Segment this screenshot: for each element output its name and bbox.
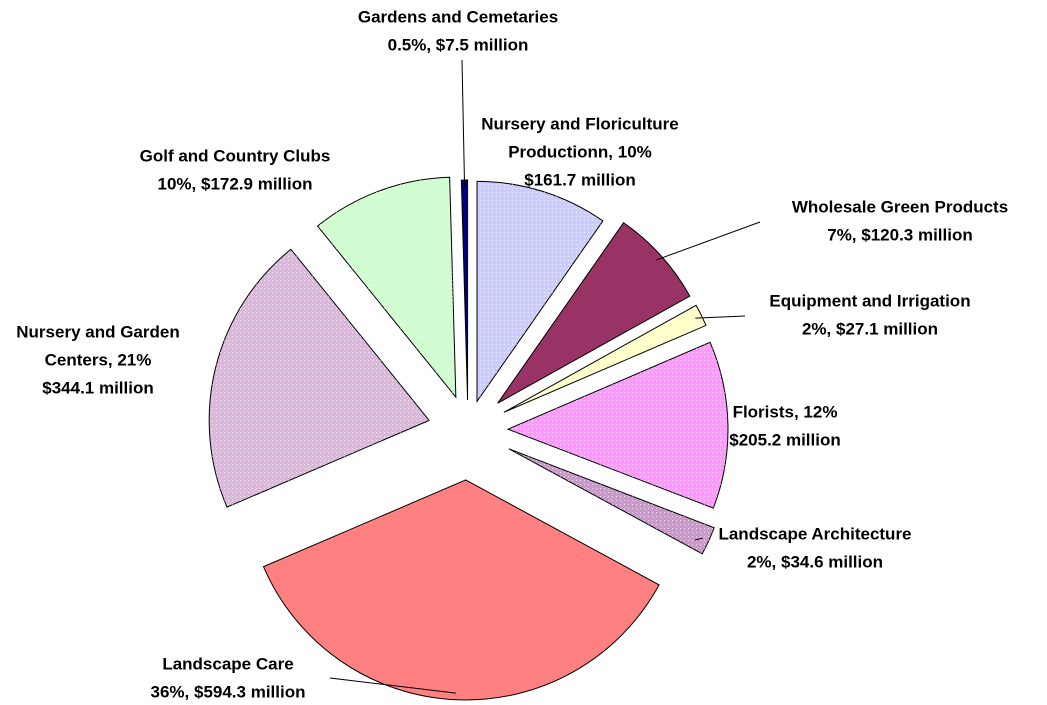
slice-texture: [476, 181, 603, 402]
pie-slice: [503, 304, 707, 413]
slice-label: $205.2 million: [729, 430, 841, 449]
slice-label: Centers, 21%: [45, 350, 152, 369]
leader-line: [329, 677, 456, 694]
slice-label: 10%, $172.9 million: [158, 174, 313, 193]
leader-line: [695, 315, 746, 319]
slice-label: 2%, $34.6 million: [747, 552, 883, 571]
slice-label: $344.1 million: [42, 378, 154, 397]
slice-label: 7%, $120.3 million: [827, 225, 973, 244]
slice-label: Golf and Country Clubs: [140, 146, 331, 165]
pie-slice: [262, 479, 660, 701]
slice-label: 0.5%, $7.5 million: [388, 35, 529, 54]
slice-texture: [209, 249, 430, 508]
leader-line: [694, 537, 703, 541]
slice-label: Gardens and Cemetaries: [358, 7, 558, 26]
slice-texture: [508, 448, 715, 554]
slice-label: Landscape Care: [162, 654, 293, 673]
slice-label: Landscape Architecture: [718, 524, 911, 543]
slice-label: 2%, $27.1 million: [802, 319, 938, 338]
pie-slice: [460, 179, 469, 401]
slice-label: Nursery and Garden: [16, 322, 179, 341]
slice-label: $161.7 million: [524, 170, 636, 189]
slice-texture: [507, 342, 728, 509]
slice-label: 36%, $594.3 million: [151, 682, 306, 701]
slice-texture: [317, 177, 456, 398]
slice-label: Equipment and Irrigation: [769, 291, 970, 310]
leader-line: [655, 221, 761, 261]
leader-line: [461, 59, 466, 187]
pie-slice: [497, 222, 691, 404]
slice-label: Wholesale Green Products: [792, 197, 1008, 216]
slice-label: Productionn, 10%: [508, 142, 652, 161]
slice-label: Nursery and Floriculture: [481, 114, 678, 133]
slice-label: Florists, 12%: [733, 402, 838, 421]
